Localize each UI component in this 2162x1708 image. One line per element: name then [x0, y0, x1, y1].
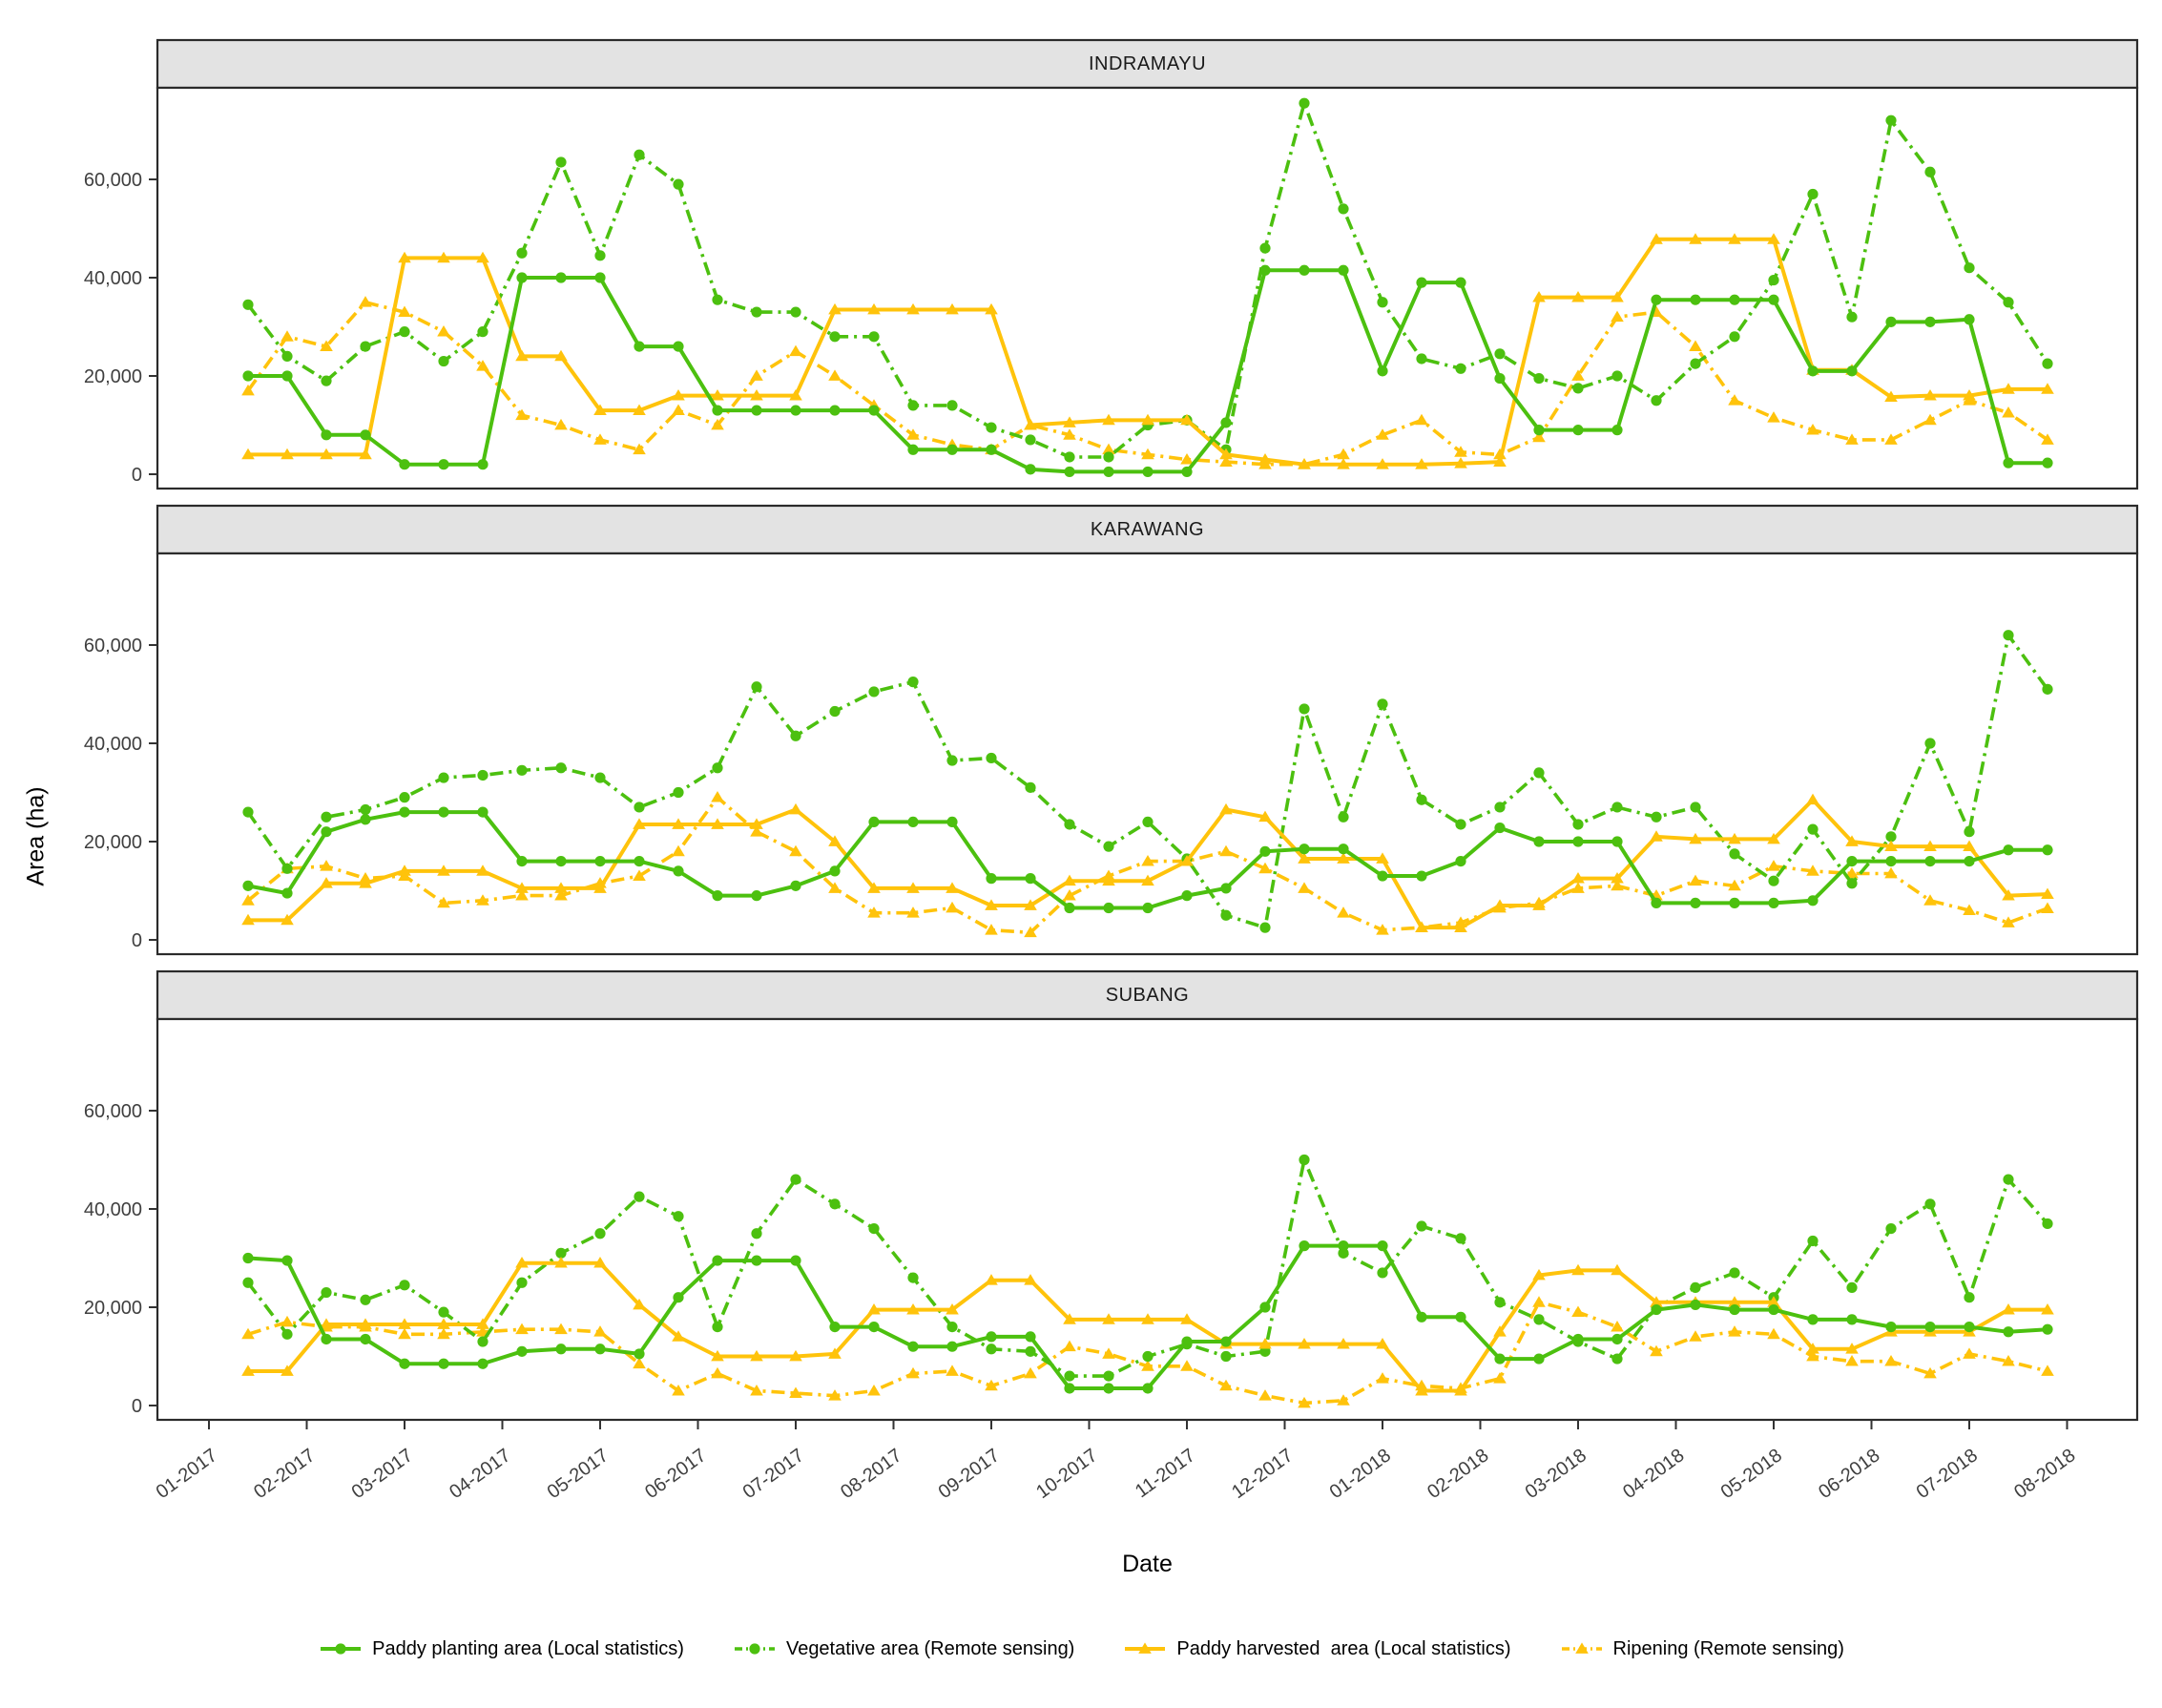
x-tick-label: 05-2018 [1717, 1445, 1786, 1503]
series-harvested-karawang [241, 793, 2054, 933]
legend-label: Ripening (Remote sensing) [1612, 1637, 1844, 1659]
x-tick-label: 07-2018 [1913, 1445, 1982, 1503]
legend-label: Paddy planting area (Local statistics) [372, 1637, 684, 1659]
y-tick-label: 0 [132, 465, 142, 486]
series-harvested-indramayu [241, 233, 2054, 469]
y-tick-label: 20,000 [84, 366, 142, 387]
legend-item-vegetative: Vegetative area (Remote sensing) [732, 1637, 1074, 1660]
facet-strip-title-karawang: KARAWANG [1090, 518, 1205, 540]
x-tick-label: 03-2018 [1522, 1445, 1590, 1503]
x-tick-label: 02-2017 [250, 1445, 319, 1503]
x-tick-label: 06-2017 [641, 1445, 710, 1503]
legend-item-harvested: Paddy harvested area (Local statistics) [1122, 1637, 1511, 1660]
facet-strip-title-subang: SUBANG [1105, 984, 1190, 1006]
y-tick-label: 0 [132, 930, 142, 951]
facet-panel [156, 552, 2139, 956]
x-tick-label: 05-2017 [544, 1445, 613, 1503]
x-tick-label: 03-2017 [348, 1445, 417, 1503]
legend-item-planting: Paddy planting area (Local statistics) [318, 1637, 684, 1660]
x-tick-label: 11-2017 [1132, 1445, 1199, 1502]
x-tick-label: 09-2017 [935, 1445, 1004, 1503]
facet-strip [156, 38, 2139, 90]
series-vegetative-karawang [242, 630, 2053, 933]
y-tick-label: 60,000 [84, 635, 142, 656]
harvested-legend-glyph-icon [1125, 1642, 1166, 1654]
x-tick-label: 01-2017 [153, 1445, 221, 1503]
x-tick-label: 08-2017 [837, 1445, 905, 1503]
y-tick-label: 20,000 [84, 832, 142, 853]
x-tick-label: 04-2017 [446, 1445, 514, 1503]
legend-label: Vegetative area (Remote sensing) [785, 1637, 1075, 1659]
x-tick-label: 04-2018 [1619, 1445, 1688, 1503]
y-tick-label: 60,000 [84, 170, 142, 191]
y-tick-label: 0 [132, 1396, 142, 1417]
series-planting-karawang [242, 806, 2053, 914]
legend-item-ripening: Ripening (Remote sensing) [1559, 1637, 1844, 1660]
y-tick-label: 60,000 [84, 1101, 142, 1122]
x-tick-label: 02-2018 [1424, 1445, 1492, 1503]
series-planting-indramayu [242, 264, 2053, 478]
x-tick-label: 12-2017 [1228, 1445, 1297, 1503]
series-vegetative-subang [242, 1154, 2053, 1382]
y-axis-title: Area (ha) [22, 786, 50, 886]
chart-legend: Paddy planting area (Local statistics) V… [0, 1637, 2162, 1660]
x-tick-label: 08-2018 [2010, 1445, 2079, 1503]
planting-legend-glyph-icon [321, 1643, 362, 1655]
facet-strip-title-indramayu: INDRAMAYU [1088, 52, 1207, 74]
ripening-legend-glyph-icon [1561, 1642, 1602, 1654]
x-tick-label: 06-2018 [1815, 1445, 1883, 1503]
series-ripening-indramayu [241, 296, 2054, 469]
x-tick-label: 01-2018 [1326, 1445, 1395, 1503]
x-tick-label: 07-2017 [739, 1445, 808, 1503]
series-planting-subang [242, 1240, 2053, 1394]
y-tick-label: 40,000 [84, 1199, 142, 1220]
vegetative-legend-glyph-icon [734, 1643, 775, 1655]
y-tick-label: 20,000 [84, 1298, 142, 1319]
x-axis-title: Date [1122, 1551, 1173, 1577]
legend-label: Paddy harvested area (Local statistics) [1176, 1637, 1511, 1659]
y-tick-label: 40,000 [84, 268, 142, 289]
facet-strip [156, 504, 2139, 555]
x-tick-label: 10-2017 [1032, 1445, 1101, 1503]
y-tick-label: 40,000 [84, 734, 142, 755]
